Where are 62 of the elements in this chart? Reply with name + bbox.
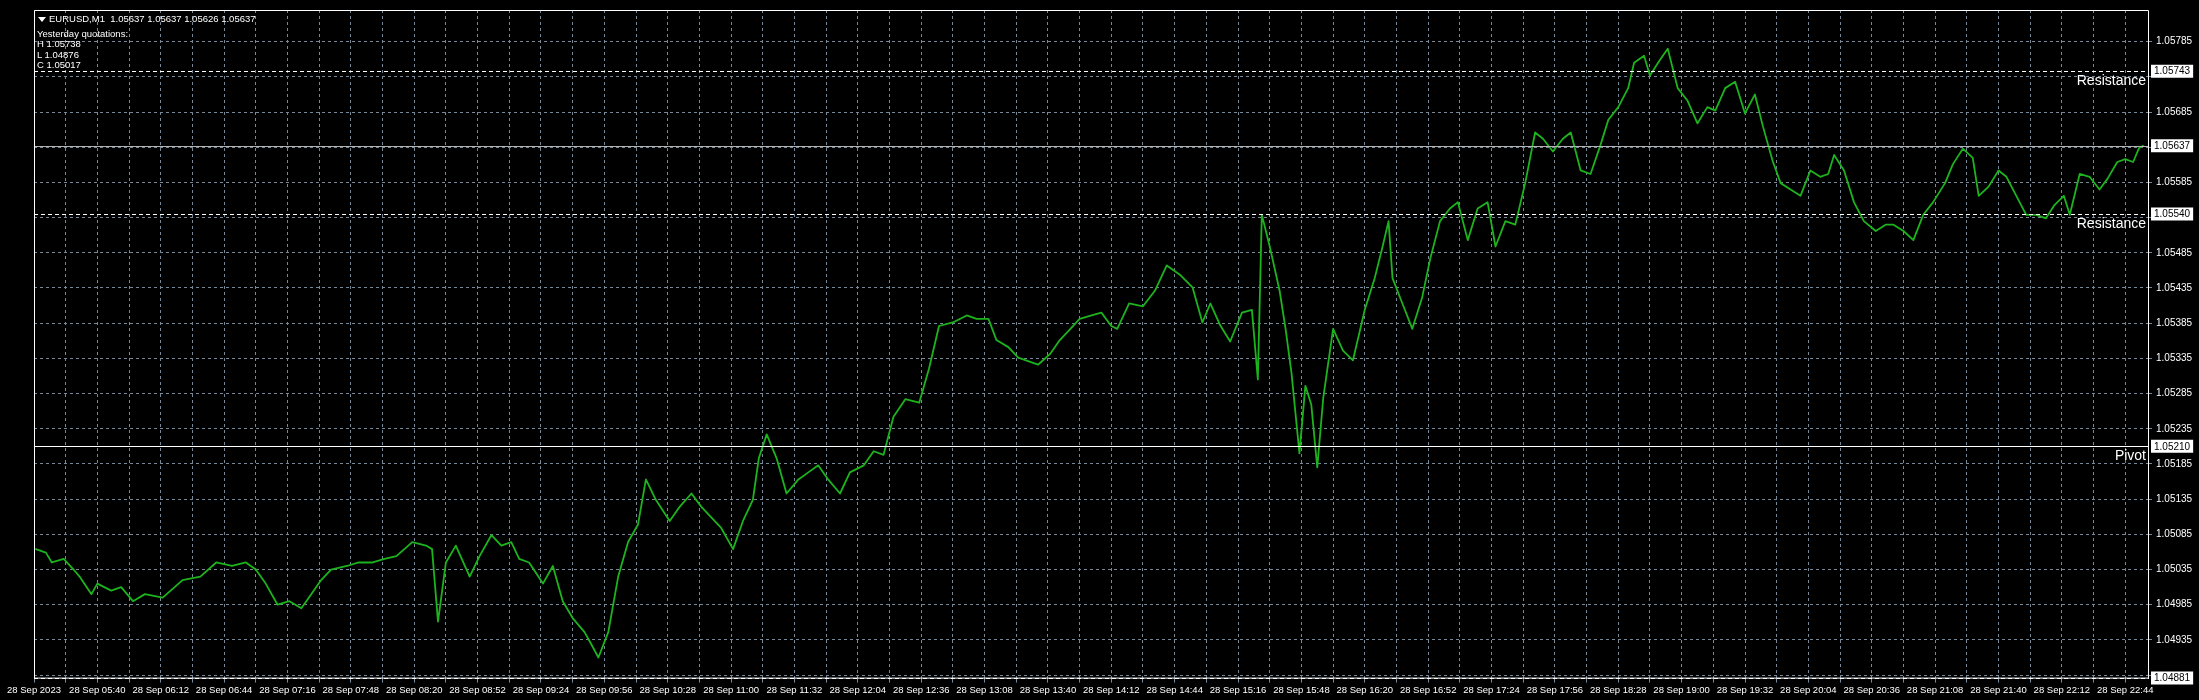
x-tick-label: 28 Sep 14:12 (1083, 683, 1140, 695)
y-tick-label: 1.05585 (2156, 176, 2193, 188)
annotation: 1.05540 (2154, 208, 2191, 220)
y-tick-label: 1.04935 (2156, 633, 2193, 645)
y-tick-label: 1.04985 (2156, 598, 2193, 610)
ref-line-label: Pivot (2114, 447, 2147, 464)
y-tick-label: 1.05085 (2156, 528, 2193, 540)
x-tick-label: 28 Sep 22:44 (2096, 683, 2154, 695)
x-tick-label: 28 Sep 19:00 (1653, 683, 1710, 695)
y-tick-label: 1.05435 (2156, 281, 2193, 293)
annotation: 1.05637 (2154, 140, 2191, 152)
y-tick-label: 1.05035 (2156, 563, 2193, 575)
x-tick-label: 28 Sep 12:04 (829, 683, 887, 695)
x-tick-label: 28 Sep 19:32 (1716, 683, 1774, 695)
y-tick-label: 1.05135 (2156, 492, 2193, 504)
y-tick-label: 1.05685 (2156, 105, 2193, 117)
annotation: 1.05743 (2154, 65, 2191, 77)
annotation: H 1.05738 (37, 38, 81, 50)
x-tick-label: 28 Sep 2023 (7, 683, 61, 695)
y-tick-label: 1.05785 (2156, 35, 2193, 47)
x-tick-label: 28 Sep 14:44 (1146, 683, 1203, 695)
x-tick-label: 28 Sep 11:32 (766, 683, 823, 695)
x-tick-label: 28 Sep 13:08 (956, 683, 1013, 695)
x-tick-label: 28 Sep 07:48 (322, 683, 380, 695)
x-tick-label: 28 Sep 22:12 (2033, 683, 2091, 695)
ref-line-label: Resistance (2076, 214, 2147, 231)
x-tick-label: 28 Sep 08:52 (449, 683, 506, 695)
ref-line-label: Resistance (2076, 72, 2147, 89)
chart-title: EURUSD,M1 1.05637 1.05637 1.05626 1.05637 (49, 12, 256, 24)
y-tick-label: 1.05485 (2156, 246, 2193, 258)
y-tick-label: 1.05285 (2156, 387, 2193, 399)
annotation: 1.04881 (2154, 672, 2191, 684)
x-tick-label: 28 Sep 10:28 (639, 683, 696, 695)
x-tick-label: 28 Sep 08:20 (385, 683, 443, 695)
x-tick-label: 28 Sep 09:56 (576, 683, 633, 695)
x-tick-label: 28 Sep 12:36 (892, 683, 950, 695)
y-tick-label: 1.05185 (2156, 457, 2193, 469)
x-tick-label: 28 Sep 17:56 (1526, 683, 1584, 695)
x-tick-label: 28 Sep 09:24 (512, 683, 570, 695)
x-tick-label: 28 Sep 20:36 (1843, 683, 1901, 695)
x-tick-label: 28 Sep 06:12 (132, 683, 190, 695)
annotation: C 1.05017 (37, 59, 81, 71)
x-tick-label: 28 Sep 17:24 (1463, 683, 1520, 695)
x-tick-label: 28 Sep 16:52 (1399, 683, 1457, 695)
x-tick-label: 28 Sep 16:20 (1336, 683, 1394, 695)
x-tick-label: 28 Sep 15:48 (1273, 683, 1330, 695)
x-tick-label: 28 Sep 15:16 (1209, 683, 1267, 695)
y-tick-label: 1.05385 (2156, 316, 2193, 328)
x-tick-label: 28 Sep 07:16 (259, 683, 316, 695)
x-tick-label: 28 Sep 05:40 (69, 683, 126, 695)
annotation: L 1.04876 (37, 48, 79, 60)
x-tick-label: 28 Sep 13:40 (1019, 683, 1077, 695)
x-tick-label: 28 Sep 11:00 (703, 683, 759, 695)
x-tick-label: 28 Sep 20:04 (1780, 683, 1837, 695)
y-tick-label: 1.05235 (2156, 422, 2193, 434)
x-tick-label: 28 Sep 18:28 (1590, 683, 1647, 695)
annotation: 1.05210 (2154, 440, 2191, 452)
x-tick-label: 28 Sep 06:44 (195, 683, 253, 695)
y-tick-label: 1.05335 (2156, 352, 2193, 364)
x-tick-label: 28 Sep 21:08 (1906, 683, 1964, 695)
annotation: Yesterday quotations: (37, 27, 129, 39)
x-tick-label: 28 Sep 21:40 (1970, 683, 2027, 695)
